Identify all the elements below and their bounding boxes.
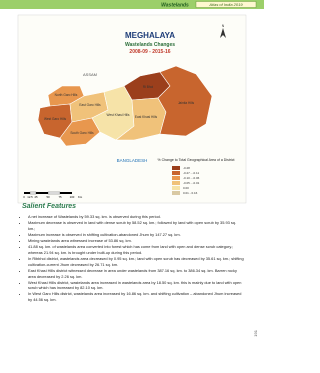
scale-segment — [24, 192, 30, 194]
scale-segment — [60, 192, 72, 194]
neighbor-label: ASSAM — [83, 72, 97, 77]
bullet: A net increase of Wastelands by 59.33 sq… — [28, 214, 244, 220]
scale-label: 0 — [23, 195, 25, 199]
scale-label: 100 — [70, 195, 75, 199]
district-label: West Khasi Hills — [107, 113, 130, 117]
legend-swatch — [172, 176, 180, 180]
legend-swatch — [172, 181, 180, 185]
header-subtitle: Atlas of India 2019 — [208, 2, 243, 7]
header-bar — [0, 0, 264, 9]
page-number: 191 — [253, 330, 258, 337]
page-graphics: Wastelands Atlas of India 2019 MEGHALAYA… — [0, 0, 264, 204]
neighbor-label: BANGLADESH — [117, 158, 148, 163]
legend-label: -0.10 - -0.06 — [183, 176, 200, 180]
map-title: MEGHALAYA — [125, 31, 175, 40]
legend-label: 0.01 - 0.16 — [183, 191, 198, 195]
scale-label: 75 — [58, 195, 62, 199]
legend-label: -0.28 — [183, 166, 190, 170]
map-subtitle: Wastelands Changes — [125, 42, 175, 48]
legend-swatch — [172, 171, 180, 175]
legend-swatch — [172, 166, 180, 170]
district-label: Jaintia Hills — [178, 101, 195, 105]
scale-segment — [29, 191, 37, 195]
north-arrow — [220, 28, 226, 38]
legend: -0.28 -0.27 - -0.11 -0.10 - -0.06 -0.05 … — [172, 166, 200, 195]
legend-title: % Change to Total Geographical Area of a… — [158, 158, 235, 162]
scale-segment — [47, 191, 61, 195]
bullet: West Khasi Hills district, wastelands ar… — [28, 280, 244, 291]
legend-swatch — [172, 191, 180, 195]
scale-label: 12.5 — [27, 195, 33, 199]
scale-segment — [36, 192, 48, 194]
bullet: Maximum decrease is observed in land wit… — [28, 220, 244, 231]
legend-swatch — [172, 186, 180, 190]
legend-label: -0.27 - -0.11 — [183, 171, 199, 175]
legend-label: -0.05 - -0.01 — [183, 181, 200, 185]
district-label: West Garo Hills — [44, 117, 66, 121]
bullet: In Ribbhoi district, wastelands area dec… — [28, 256, 244, 267]
header-box — [195, 1, 257, 8]
legend-label: 0.00 — [183, 186, 189, 190]
district-label: East Khasi Hills — [135, 115, 158, 119]
salient-features: Salient Features A net increase of Waste… — [22, 203, 244, 303]
scale-label: 25 — [34, 195, 38, 199]
bullet: Mining wastelands area witnessed increas… — [28, 238, 244, 244]
district-label: Ri Bhoi — [143, 85, 154, 89]
bullet: 41.88 sq. km. of wastelands area convert… — [28, 244, 244, 255]
map-period: 2008-09 - 2015-16 — [129, 49, 170, 55]
district — [157, 65, 213, 137]
district-label: East Garo Hills — [79, 103, 101, 107]
district-label: North Garo Hills — [55, 93, 78, 97]
bullet: Maximum increase is observed in shifting… — [28, 232, 244, 238]
scale-unit: Km — [78, 195, 83, 199]
scale-label: 50 — [46, 195, 50, 199]
north-label: N — [222, 24, 225, 28]
bullet: In West Garo Hills district, wastelands … — [28, 291, 244, 302]
header-title: Wastelands — [161, 2, 189, 8]
section-heading: Salient Features — [22, 203, 77, 210]
district-label: South Garo Hills — [70, 131, 94, 135]
page: {"header": {"title": "Wastelands", "subt… — [0, 0, 264, 373]
scale-bar — [24, 191, 72, 195]
bullet-list: A net increase of Wastelands by 59.33 sq… — [22, 214, 244, 303]
bullet: East Khasi Hills district witnessed decr… — [28, 268, 244, 279]
